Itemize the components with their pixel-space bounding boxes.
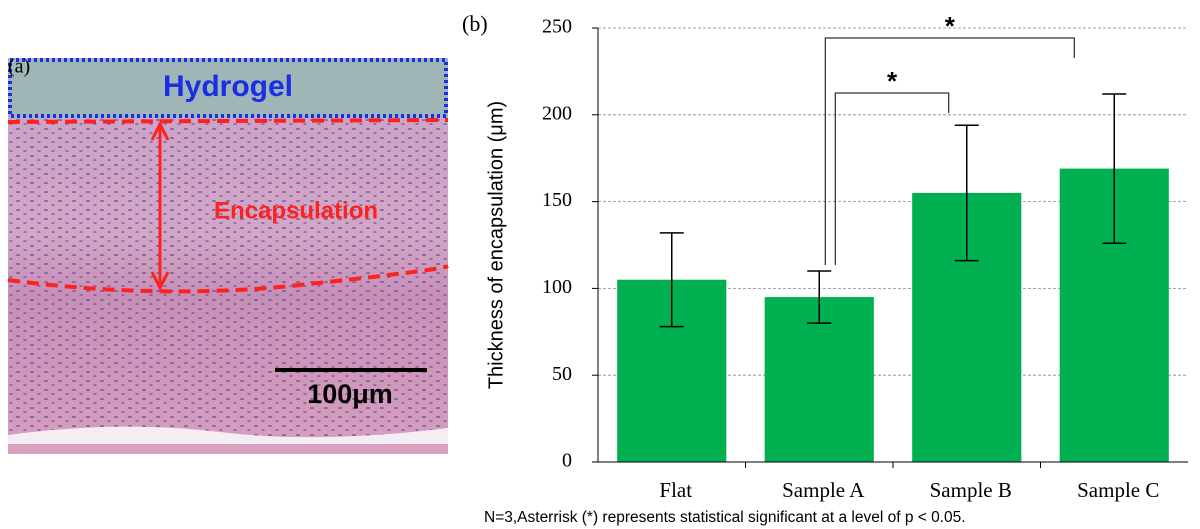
significance-label: *	[945, 11, 956, 41]
encapsulation-label: Encapsulation	[214, 197, 378, 224]
hydrogel-label: Hydrogel	[163, 70, 293, 103]
panel-label: (a)	[8, 56, 30, 78]
y-tick-label: 150	[542, 189, 572, 211]
y-tick-label: 100	[542, 276, 572, 298]
y-axis-title: Thickness of encapsulation (μm)	[485, 101, 507, 389]
histology-image	[7, 58, 449, 454]
y-tick-label: 200	[542, 102, 572, 124]
significance-label: *	[887, 66, 898, 96]
significance-bracket	[824, 37, 1075, 266]
panel-label: (b)	[462, 11, 488, 36]
plot: 0 50 100 150 200 250 Flat Sample A Sample B Sampl…	[542, 11, 1188, 502]
significance-bracket	[834, 92, 950, 266]
y-tick-label: 50	[552, 363, 572, 385]
x-tick-label: Sample A	[782, 478, 865, 502]
footnote: N=3,Asterrisk (*) represents statistical…	[484, 509, 966, 526]
x-tick-label: Sample B	[930, 478, 1012, 502]
x-tick-label: Flat	[659, 478, 692, 502]
y-tick-label: 0	[562, 450, 572, 472]
scale-bar-label: 100μm	[307, 379, 393, 409]
x-tick-label: Sample C	[1077, 478, 1159, 502]
y-tick-label: 250	[542, 16, 572, 38]
bar	[764, 297, 874, 462]
